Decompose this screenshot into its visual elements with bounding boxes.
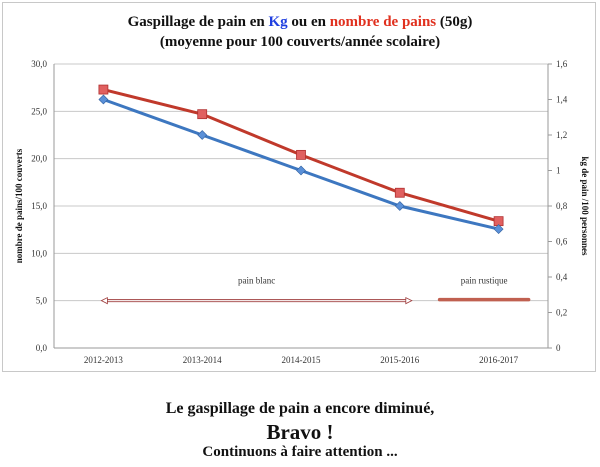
message-bravo: Bravo ! — [266, 420, 334, 444]
y-axis-label-right: kg de pain /100 personnes — [580, 156, 590, 256]
y-tick-right: 0 — [556, 343, 561, 353]
y-tick-right: 0,6 — [556, 237, 568, 247]
y-tick-right: 1 — [556, 166, 561, 176]
y-tick-left: 15,0 — [31, 201, 47, 211]
annotation-pain-rustique: pain rustique — [461, 276, 508, 286]
y-tick-left: 5,0 — [36, 296, 48, 306]
y-tick-right: 1,2 — [556, 130, 567, 140]
message-line-1: Le gaspillage de pain a encore diminué, — [165, 400, 435, 417]
data-point-square — [394, 187, 405, 198]
x-tick-label: 2016-2017 — [479, 355, 518, 365]
y-tick-right: 1,6 — [556, 59, 568, 69]
data-point-diamond — [98, 94, 109, 105]
y-tick-left: 20,0 — [31, 154, 47, 164]
data-point-square — [296, 149, 306, 160]
x-tick-label: 2012-2013 — [84, 355, 123, 365]
data-point-diamond — [197, 130, 208, 140]
title-line-2: (moyenne pour 100 couverts/année scolair… — [159, 34, 441, 50]
chart-frame — [2, 2, 596, 372]
annotation-pain-blanc: pain blanc — [238, 276, 275, 286]
message-line-3: Continuons à faire attention ... — [202, 444, 398, 460]
x-tick-label: 2015-2016 — [380, 355, 419, 365]
line-chart: 0,0 5,0 10,0 15,0 20,0 25,0 30,0 0 0,2 0,4 0,6 0,8 1… — [14, 59, 590, 365]
x-tick-label: 2014-2015 — [282, 355, 321, 365]
y-axis-label-left: nombre de pains/100 couverts — [14, 148, 24, 263]
x-tick-label: 2013-2014 — [183, 355, 222, 365]
y-tick-right: 0,4 — [556, 272, 568, 282]
arrow-head-left — [100, 297, 108, 305]
title-line-1: Gaspillage de pain en Kg ou en nombre de… — [127, 14, 473, 30]
y-tick-left: 30,0 — [31, 59, 47, 69]
y-tick-right: 0,8 — [556, 201, 568, 211]
chart-title: Gaspillage de pain en Kg ou en nombre de… — [0, 12, 600, 52]
data-point-square — [98, 84, 109, 95]
data-point-square — [197, 109, 208, 120]
data-point-diamond — [296, 165, 306, 176]
y-tick-left: 0,0 — [36, 343, 48, 353]
data-point-diamond — [394, 201, 405, 211]
title-kg: Kg — [268, 14, 288, 30]
data-point-diamond — [493, 224, 504, 234]
y-tick-left: 25,0 — [31, 106, 47, 116]
y-tick-left: 10,0 — [31, 248, 47, 258]
y-tick-right: 1,4 — [556, 95, 568, 105]
y-tick-right: 0,2 — [556, 308, 567, 318]
title-nombre: nombre de pains — [329, 14, 437, 30]
arrow-head-right — [405, 297, 413, 305]
series-line-1 — [102, 98, 499, 231]
